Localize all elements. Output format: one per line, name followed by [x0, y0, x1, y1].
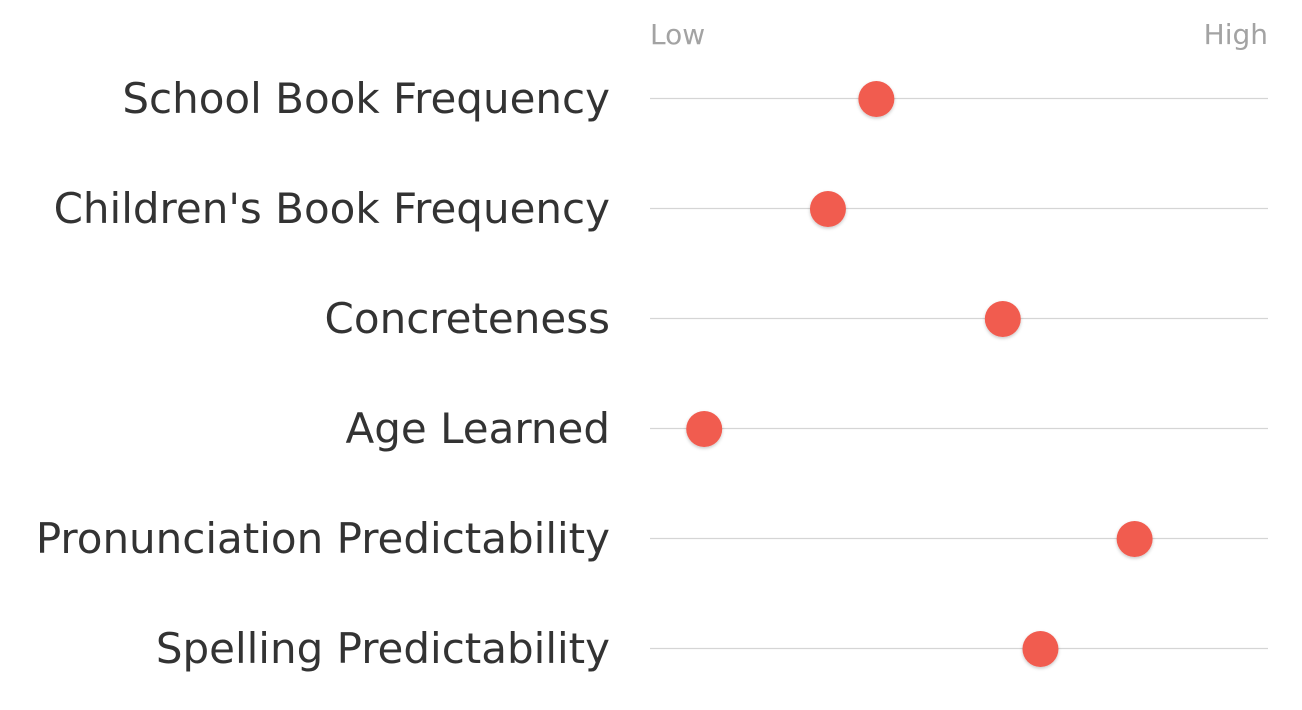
data-point-dot	[686, 411, 723, 447]
data-point-dot	[1022, 631, 1059, 667]
data-point-dot	[858, 81, 895, 117]
row-label: Pronunciation Predictability	[36, 514, 610, 563]
scale-low-label: Low	[650, 18, 705, 51]
chart-row: Pronunciation Predictability	[36, 514, 1268, 563]
chart-row: Children's Book Frequency	[54, 184, 1268, 233]
chart-row: Concreteness	[325, 294, 1268, 343]
row-label: School Book Frequency	[122, 74, 610, 123]
data-point-dot	[984, 301, 1021, 337]
row-label: Children's Book Frequency	[54, 184, 610, 233]
row-label: Concreteness	[325, 294, 610, 343]
chart-row: Spelling Predictability	[156, 624, 1268, 673]
chart-row: School Book Frequency	[122, 74, 1268, 123]
row-label: Age Learned	[346, 404, 610, 453]
data-point-dot	[1116, 521, 1153, 557]
chart-row: Age Learned	[346, 404, 1268, 453]
scale-high-label: High	[1204, 18, 1268, 51]
data-point-dot	[809, 191, 846, 227]
chart-rows: School Book Frequency Children's Book Fre…	[36, 74, 1268, 673]
row-label: Spelling Predictability	[156, 624, 610, 673]
